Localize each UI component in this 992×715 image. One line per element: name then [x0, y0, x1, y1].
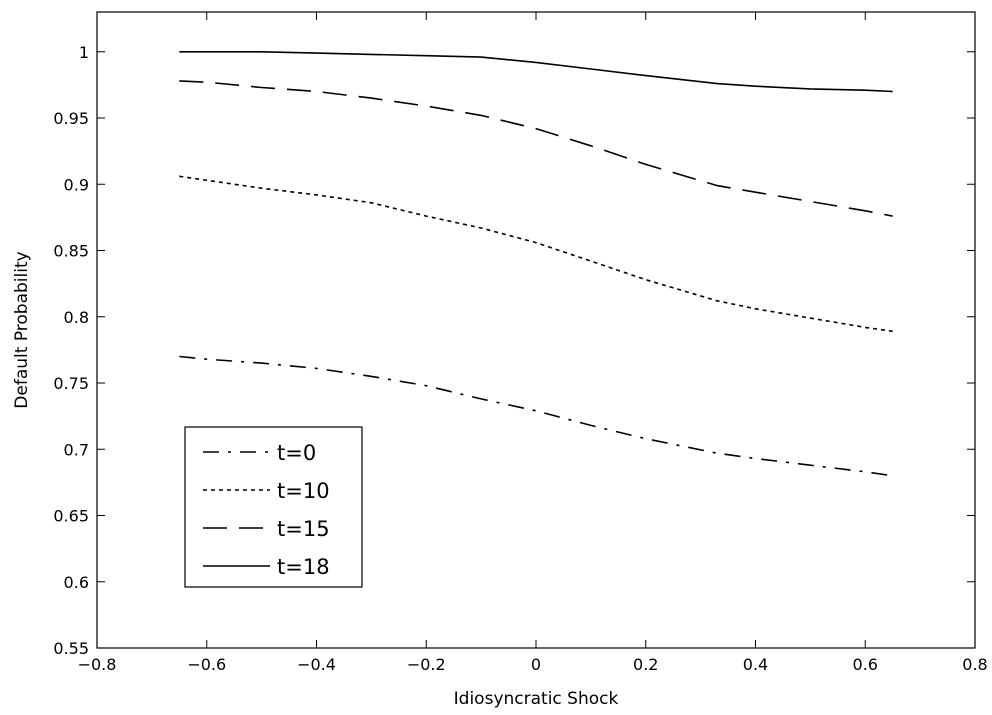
- y-tick-label: 0.9: [64, 175, 89, 194]
- x-tick-label: 0.6: [853, 655, 878, 674]
- x-tick-label: 0.2: [633, 655, 658, 674]
- x-tick-label: 0.4: [743, 655, 768, 674]
- y-tick-label: 0.6: [64, 573, 89, 592]
- series-line-t-15: [179, 80, 893, 217]
- legend-label: t=10: [277, 479, 330, 503]
- y-tick-label: 0.7: [64, 440, 89, 459]
- y-tick-label: 0.95: [53, 109, 89, 128]
- plot-area: [179, 50, 893, 477]
- series-line-t-18: [179, 50, 893, 93]
- x-tick-label: 0.8: [962, 655, 987, 674]
- legend: t=0 t=10 t=15 t=18: [184, 426, 363, 588]
- legend-label: t=0: [277, 441, 316, 465]
- y-tick-label: 0.75: [53, 374, 89, 393]
- legend-box: [184, 426, 363, 588]
- x-tick-label: −0.2: [407, 655, 446, 674]
- y-axis-label: Default Probability: [12, 251, 32, 408]
- y-tick-label: 0.55: [53, 639, 89, 658]
- series-line-t-0: [179, 355, 893, 477]
- series-line-t-10: [179, 175, 893, 333]
- axes: −0.8 −0.6 −0.4 −0.2 0 0.2 0.4 0.6 0.8 0.55 0.6 0.65…: [53, 11, 988, 674]
- y-tick-label: 0.85: [53, 242, 89, 261]
- x-axis-label: Idiosyncratic Shock: [454, 689, 619, 709]
- legend-label: t=18: [277, 555, 330, 579]
- y-tick-label: 1: [79, 43, 89, 62]
- y-tick-label: 0.8: [64, 308, 89, 327]
- x-tick-label: 0: [531, 655, 541, 674]
- x-tick-label: −0.6: [187, 655, 226, 674]
- x-tick-label: −0.4: [297, 655, 336, 674]
- legend-label: t=15: [277, 517, 330, 541]
- x-tick-label: −0.8: [78, 655, 117, 674]
- y-tick-label: 0.65: [53, 507, 89, 526]
